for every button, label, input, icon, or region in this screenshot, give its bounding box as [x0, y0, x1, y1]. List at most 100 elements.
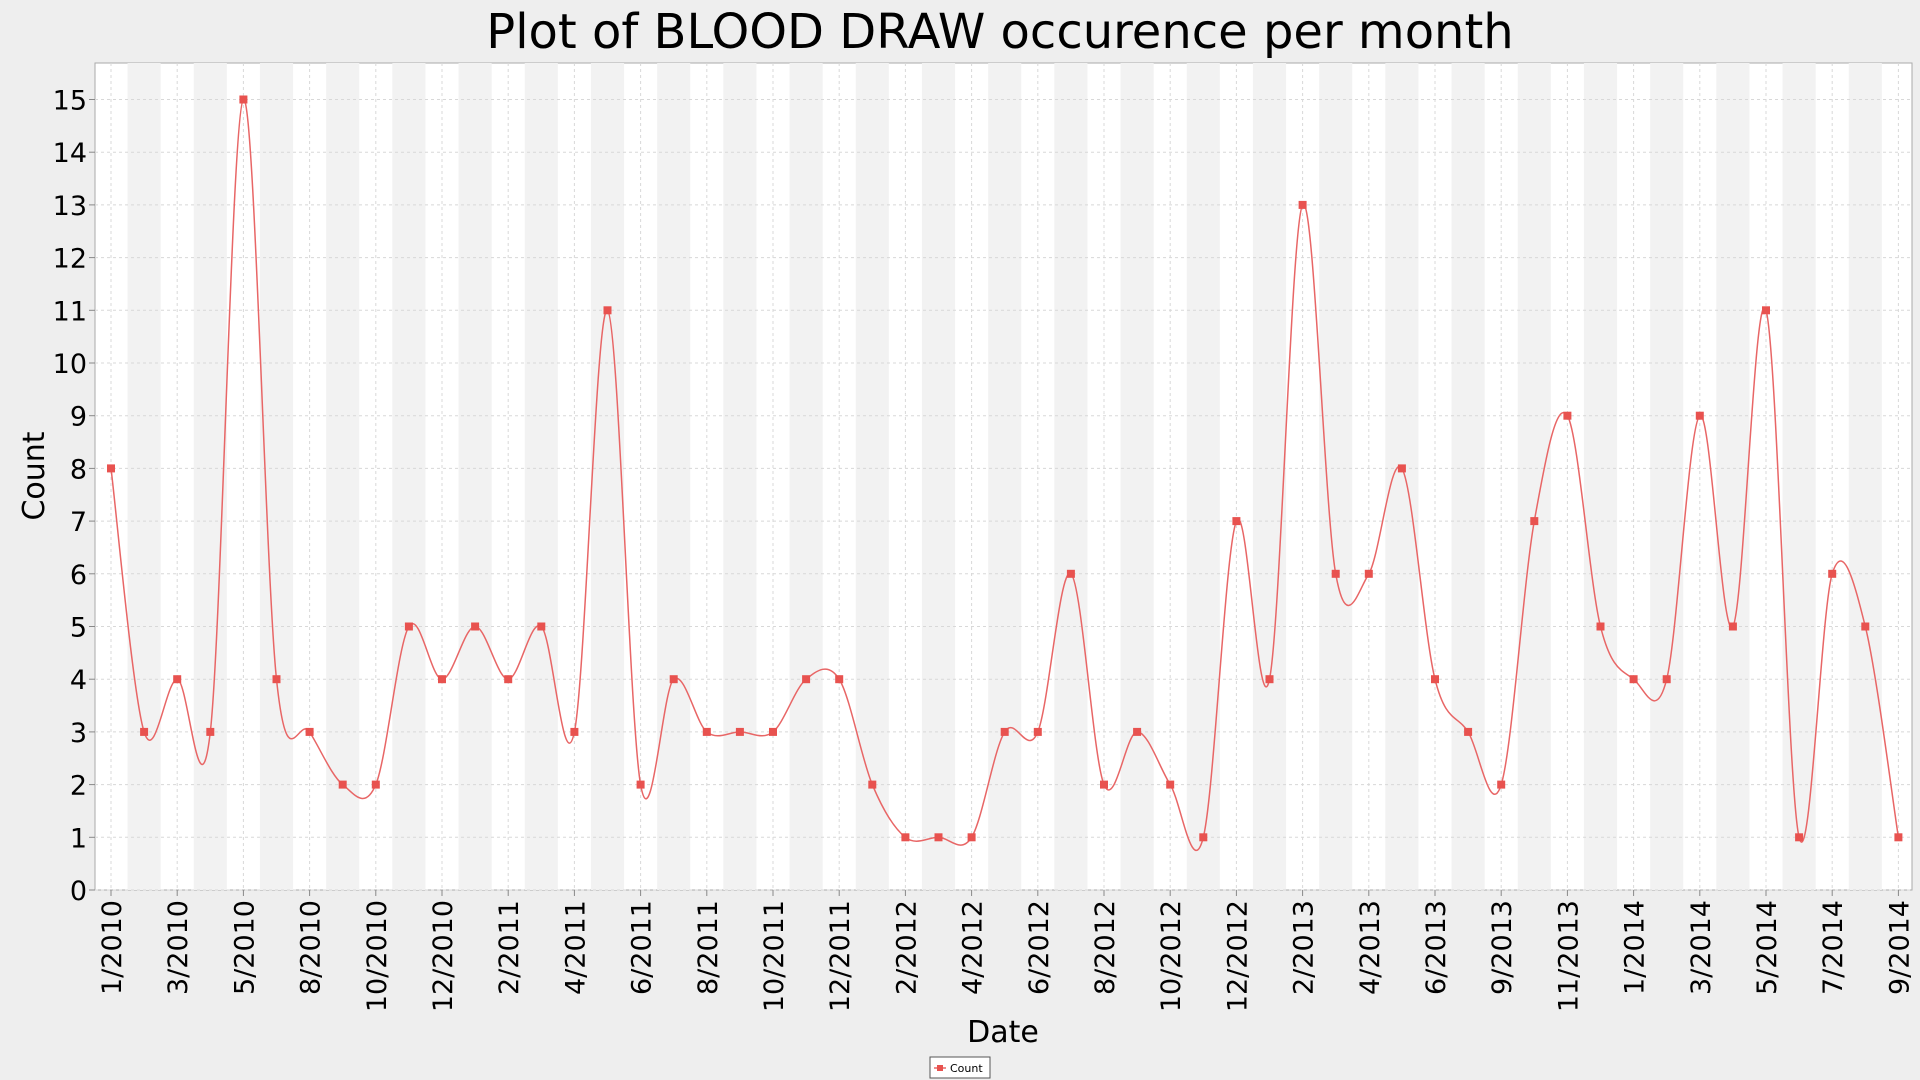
y-tick-label: 7	[70, 507, 87, 538]
data-point	[537, 622, 546, 631]
data-point	[669, 675, 678, 684]
data-point	[471, 622, 480, 631]
x-tick-label: 12/2012	[1222, 900, 1253, 1012]
band	[1716, 63, 1750, 890]
y-tick-label: 11	[53, 296, 87, 327]
band	[1650, 63, 1684, 890]
x-tick-label: 11/2013	[1553, 900, 1584, 1012]
x-tick-label: 3/2014	[1686, 900, 1717, 995]
band	[392, 63, 426, 890]
data-point	[1364, 569, 1373, 578]
data-point	[1497, 780, 1506, 789]
band	[1782, 63, 1816, 890]
x-tick-label: 5/2014	[1752, 900, 1783, 995]
x-tick-label: 12/2010	[428, 900, 459, 1012]
data-point	[1795, 833, 1804, 842]
band	[921, 63, 956, 890]
band	[723, 63, 757, 890]
band	[524, 63, 558, 890]
data-point	[173, 675, 182, 684]
series-markers	[107, 95, 1903, 842]
y-tick-label: 6	[70, 560, 87, 591]
data-point	[570, 727, 579, 736]
x-tick-label: 2/2011	[494, 900, 525, 995]
y-axis-label: Count	[17, 431, 52, 520]
x-tick-label: 6/2012	[1024, 900, 1055, 995]
data-point	[1861, 622, 1870, 631]
band	[1451, 63, 1485, 890]
data-point	[1100, 780, 1108, 789]
band	[1848, 63, 1882, 890]
data-point	[835, 675, 844, 684]
data-point	[404, 622, 413, 631]
x-tick-label: 2/2013	[1289, 900, 1320, 995]
legend-marker	[937, 1065, 943, 1071]
y-tick-label: 3	[70, 718, 87, 749]
data-point	[1762, 306, 1770, 315]
data-point	[1828, 569, 1837, 578]
data-point	[868, 780, 877, 789]
x-tick-label: 6/2011	[627, 900, 658, 995]
x-tick-label: 12/2011	[825, 900, 856, 1012]
x-tick-label: 9/2013	[1487, 900, 1518, 995]
y-tick-label: 1	[70, 823, 87, 854]
data-point	[305, 727, 314, 736]
band	[326, 63, 360, 890]
y-tick-label: 8	[70, 454, 87, 485]
x-tick-label: 4/2011	[560, 900, 591, 995]
x-tick-label: 6/2013	[1421, 900, 1452, 995]
data-point	[1033, 727, 1042, 736]
band	[1517, 63, 1551, 890]
x-tick-label: 8/2012	[1090, 900, 1121, 995]
band	[1583, 63, 1618, 890]
x-axis-ticks: 1/2010 3/2010 5/2010 8/2010 10/2010 12/2010 2/…	[97, 890, 1915, 1012]
band	[1120, 63, 1154, 890]
data-point	[934, 833, 943, 842]
y-tick-label: 13	[53, 191, 87, 222]
band	[789, 63, 823, 890]
x-tick-label: 1/2014	[1620, 900, 1651, 995]
band	[127, 63, 161, 890]
data-point	[1166, 780, 1175, 789]
data-point	[438, 675, 446, 684]
legend-box	[929, 1056, 991, 1079]
legend: Count	[929, 1056, 991, 1079]
y-tick-label: 14	[53, 138, 87, 169]
y-tick-label: 10	[53, 349, 87, 380]
data-point	[802, 675, 811, 684]
x-tick-label: 3/2010	[163, 900, 194, 995]
x-tick-label: 4/2013	[1355, 900, 1386, 995]
x-axis-label: Date	[967, 1015, 1039, 1050]
data-point	[1331, 569, 1340, 578]
y-tick-label: 5	[70, 613, 87, 644]
y-tick-label: 4	[70, 665, 87, 696]
y-tick-label: 15	[53, 86, 87, 117]
x-tick-label: 5/2010	[229, 900, 260, 995]
band	[1385, 63, 1419, 890]
y-tick-label: 0	[70, 876, 87, 907]
data-point	[1563, 411, 1572, 420]
data-point	[1894, 833, 1903, 842]
x-tick-label: 8/2011	[693, 900, 724, 995]
x-tick-label: 10/2010	[362, 900, 393, 1012]
data-point	[1728, 622, 1737, 631]
band	[590, 63, 625, 890]
data-point	[636, 780, 645, 789]
y-tick-label: 2	[70, 771, 87, 802]
alternating-bands	[127, 63, 1882, 890]
data-point	[1133, 727, 1142, 736]
data-point	[702, 727, 711, 736]
chart-title: Plot of BLOOD DRAW occurence per month	[486, 4, 1513, 60]
data-point	[371, 780, 380, 789]
data-point	[1662, 675, 1671, 684]
x-tick-label: 10/2011	[759, 900, 790, 1012]
data-point	[1596, 622, 1605, 631]
x-tick-label: 7/2014	[1818, 900, 1849, 995]
data-point	[1464, 727, 1473, 736]
band	[1186, 63, 1220, 890]
x-tick-label: 8/2010	[296, 900, 327, 995]
data-point	[1000, 727, 1009, 736]
x-tick-label: 9/2014	[1884, 900, 1915, 995]
